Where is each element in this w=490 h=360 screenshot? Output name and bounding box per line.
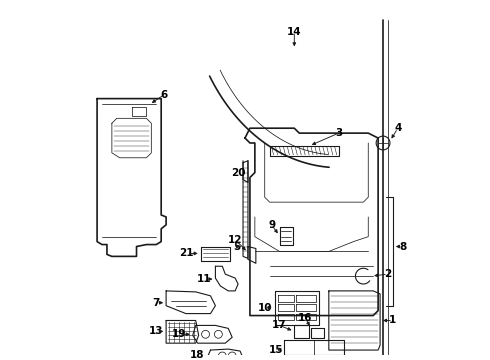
Text: 21: 21	[179, 248, 194, 258]
Text: 1: 1	[389, 315, 396, 325]
Text: 15: 15	[270, 345, 284, 355]
Text: 7: 7	[152, 298, 160, 308]
Text: 18: 18	[190, 350, 204, 360]
Text: 12: 12	[228, 235, 243, 245]
Text: 6: 6	[161, 90, 168, 100]
Text: 17: 17	[272, 320, 287, 330]
Text: 14: 14	[287, 27, 302, 37]
Text: 5: 5	[234, 242, 241, 252]
Text: 16: 16	[298, 312, 313, 323]
Text: 8: 8	[399, 242, 406, 252]
Text: 10: 10	[257, 303, 272, 313]
Text: 13: 13	[149, 326, 164, 336]
Text: 11: 11	[196, 274, 211, 284]
Text: 9: 9	[268, 220, 275, 230]
Text: 3: 3	[335, 128, 343, 138]
Text: 4: 4	[394, 123, 401, 133]
Text: 19: 19	[172, 329, 186, 339]
Text: 20: 20	[231, 167, 245, 177]
Text: 2: 2	[384, 269, 392, 279]
